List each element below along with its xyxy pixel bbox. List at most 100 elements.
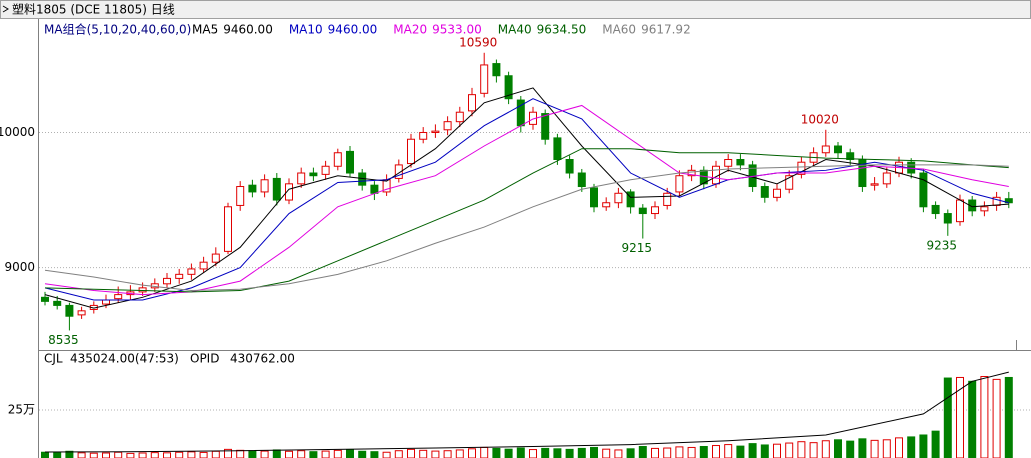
volume-bar [529,449,537,458]
volume-bar [346,449,354,458]
volume-bar [773,443,781,458]
candle-body [77,310,86,316]
volume-bar [712,445,720,458]
volume-bar [919,434,928,458]
volume-bar [651,447,659,458]
candle-body [309,172,318,177]
candle-body [102,299,110,305]
volume-bar [272,449,281,458]
volume-bar [834,439,842,458]
candle-body [785,175,794,190]
volume-bar [211,450,220,458]
volume-bar [956,376,964,458]
volume-bar [65,450,74,458]
candle-body [346,150,354,174]
volume-bar [297,450,306,458]
candle-body [760,186,769,198]
volume-bar [980,376,989,458]
volume-bar [126,452,135,458]
volume-bar [626,448,635,458]
volume-bar [577,447,586,458]
volume-bar [407,448,415,458]
candle-body [419,131,428,140]
volume-bar [846,440,855,458]
candle-body [211,253,220,263]
volume-bar [199,451,208,458]
candle-body [638,207,647,215]
candle-body [321,165,330,175]
y-tick-label: 25万 [8,403,35,417]
volume-bar [943,377,952,458]
volume-bar [760,444,769,458]
volume-bar [321,450,330,458]
candle-body [687,169,696,177]
volume-bar [480,446,489,458]
volume-bar [785,442,794,458]
ma-line [44,164,1009,292]
legend-name: MA5 [192,23,218,37]
volume-bar [724,444,733,458]
volume-bar [102,452,110,458]
candle-body [980,206,989,212]
candle-body [773,188,781,198]
volume-bar [675,446,684,458]
candle-body [882,172,891,185]
volume-bar [163,452,171,458]
candle-body [968,199,977,212]
candle-body [834,145,842,154]
volume-bar [516,447,525,458]
volume-bar [89,452,98,458]
candle-body [394,164,403,179]
volume-bar [504,448,513,458]
candle-body [675,175,684,193]
candle-body [663,192,672,206]
opid-name: OPID [190,352,219,366]
volume-bar [602,448,611,458]
volume-bar [699,445,708,458]
candle-body [41,296,49,302]
volume-bar [333,449,342,458]
opid-value: 430762.00 [230,352,295,366]
volume-bar [968,380,977,458]
volume-bar [53,452,62,458]
candle-body [163,277,171,285]
volume-bar [370,451,379,458]
extreme-label: 9235 [927,238,958,252]
candle-body [504,75,513,100]
volume-bar [590,446,598,458]
candle-body [602,202,611,208]
ma-line [44,148,1009,293]
volume-bar [553,448,562,458]
candle-body [272,177,281,201]
volume-bar [443,450,452,458]
volume-bar [77,452,86,458]
volume-bar [821,440,830,458]
volume-bar [687,446,696,458]
volume-bar [809,442,818,458]
candle-body [443,121,452,131]
candle-body [565,159,574,174]
candle-body [224,206,232,252]
legend-value: 9460.00 [223,23,273,37]
candle-body [333,152,342,167]
volume-bar [492,447,501,458]
volume-bar [419,449,428,458]
chart-title: 塑料1805 (DCE 11805) 日线 [12,2,175,17]
candle-body [821,145,830,154]
volume-bar [150,452,159,458]
candle-body [797,161,806,175]
volume-bar [895,437,903,458]
candle-body [407,138,415,165]
volume-bar [175,451,184,458]
volume-value: 435024.00(47:53) [70,352,179,366]
candle-body [846,152,855,161]
candle-body [260,179,269,193]
candle-body [187,268,196,275]
legend-name: MA40 [498,23,532,37]
candle-body [553,137,562,161]
candle-body [614,192,623,204]
volume-bar [455,449,464,458]
candle-body [468,94,476,112]
legend-value: 9617.92 [641,23,691,37]
